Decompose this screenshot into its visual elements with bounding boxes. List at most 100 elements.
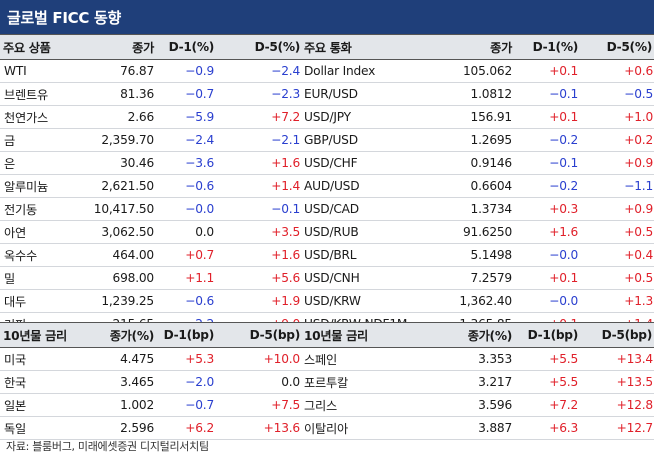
item-name-2: USD/KRW <box>300 289 424 313</box>
item-name-2: USD/CHF <box>300 151 424 175</box>
d5-change-2: +0.9 <box>578 151 654 175</box>
d5-change-2: +0.5 <box>578 220 654 244</box>
d1-change-2: +1.6 <box>512 220 578 244</box>
d5-change-2: +0.6 <box>578 59 654 83</box>
d1-change: −3.6 <box>154 151 214 175</box>
d5-change: +1.6 <box>214 243 300 267</box>
table-row: WTI 76.87 −0.9 −2.4 Dollar Index 105.062 +0.1 +… <box>0 59 654 83</box>
d5-change: +7.5 <box>214 393 300 417</box>
close-value: 76.87 <box>72 59 154 83</box>
d1-change: −0.0 <box>154 197 214 221</box>
page-title: 글로벌 FICC 동향 <box>7 9 121 27</box>
close-value: 1,239.25 <box>72 289 154 313</box>
d5-change-2: +12.7 <box>578 416 654 440</box>
source-note: 자료: 블룸버그, 미래에셋증권 디지털리서치팀 <box>6 440 209 453</box>
close-value-2: 3.217 <box>424 370 512 394</box>
close-value-2: 91.6250 <box>424 220 512 244</box>
d5-change-2: +13.4 <box>578 347 654 371</box>
item-name-2: USD/CAD <box>300 197 424 221</box>
d5-change: +13.6 <box>214 416 300 440</box>
d5-change-2: +0.9 <box>578 197 654 221</box>
d1-change-2: +5.5 <box>512 347 578 371</box>
table-row: 대두 1,239.25 −0.6 +1.9 USD/KRW 1,362.40 −0.0 +1.… <box>0 289 654 313</box>
close-value: 3,062.50 <box>72 220 154 244</box>
item-name: 전기동 <box>0 197 72 221</box>
item-name: 은 <box>0 151 72 175</box>
d5-change: −2.3 <box>214 82 300 106</box>
bond-yield-table: 10년물 금리 종가(%) D-1(bp) D-5(bp) 10년물 금리 종가(%) D-… <box>0 322 654 440</box>
title-bar: 글로벌 FICC 동향 <box>0 0 654 34</box>
table-row: 천연가스 2.66 −5.9 +7.2 USD/JPY 156.91 +0.1 +1.0 <box>0 105 654 129</box>
item-name: 밀 <box>0 266 72 290</box>
d5-change: −2.1 <box>214 128 300 152</box>
d1-change-2: −0.0 <box>512 289 578 313</box>
header-d1-2: D-1(bp) <box>512 322 578 348</box>
d1-change: +1.1 <box>154 266 214 290</box>
d1-change: −2.0 <box>154 370 214 394</box>
d5-change: +7.2 <box>214 105 300 129</box>
close-value-2: 0.6604 <box>424 174 512 198</box>
d5-change-2: +1.0 <box>578 105 654 129</box>
header-d1-2: D-1(%) <box>512 34 578 60</box>
item-name: WTI <box>0 59 72 83</box>
item-name-2: USD/BRL <box>300 243 424 267</box>
d5-change-2: +1.3 <box>578 289 654 313</box>
table-row: 아연 3,062.50 0.0 +3.5 USD/RUB 91.6250 +1.6 +0.5 <box>0 220 654 244</box>
d5-change: +1.4 <box>214 174 300 198</box>
header-d1: D-1(bp) <box>154 322 214 348</box>
item-name-2: USD/JPY <box>300 105 424 129</box>
close-value-2: 1.3734 <box>424 197 512 221</box>
close-value-2: 3.887 <box>424 416 512 440</box>
d5-change-2: −1.1 <box>578 174 654 198</box>
close-value-2: 1.2695 <box>424 128 512 152</box>
item-name: 옥수수 <box>0 243 72 267</box>
d5-change: +10.0 <box>214 347 300 371</box>
d1-change-2: +0.1 <box>512 59 578 83</box>
d1-change: +5.3 <box>154 347 214 371</box>
d5-change-2: +13.5 <box>578 370 654 394</box>
close-value: 4.475 <box>72 347 154 371</box>
item-name-2: 그리스 <box>300 393 424 417</box>
d1-change: −2.4 <box>154 128 214 152</box>
d5-change-2: +0.2 <box>578 128 654 152</box>
close-value-2: 0.9146 <box>424 151 512 175</box>
close-value: 698.00 <box>72 266 154 290</box>
table-row: 한국 3.465 −2.0 0.0 포르투칼 3.217 +5.5 +13.5 <box>0 370 654 394</box>
d1-change: +6.2 <box>154 416 214 440</box>
header-name: 주요 상품 <box>0 34 72 60</box>
header-close-2: 종가 <box>424 34 512 60</box>
d5-change: 0.0 <box>214 370 300 394</box>
header-d5-2: D-5(%) <box>578 34 654 60</box>
d1-change: −0.6 <box>154 174 214 198</box>
d1-change: −5.9 <box>154 105 214 129</box>
d1-change-2: +5.5 <box>512 370 578 394</box>
d1-change-2: −0.2 <box>512 174 578 198</box>
item-name-2: USD/CNH <box>300 266 424 290</box>
table-row: 알루미늄 2,621.50 −0.6 +1.4 AUD/USD 0.6604 −0.2 −1.… <box>0 174 654 198</box>
header-name-2: 주요 통화 <box>300 34 424 60</box>
d5-change: +1.6 <box>214 151 300 175</box>
header-close-2: 종가(%) <box>424 322 512 348</box>
table-row: 브렌트유 81.36 −0.7 −2.3 EUR/USD 1.0812 −0.1 −0.5 <box>0 82 654 106</box>
close-value: 2.66 <box>72 105 154 129</box>
item-name: 금 <box>0 128 72 152</box>
table-header-row: 주요 상품 종가 D-1(%) D-5(%) 주요 통화 종가 D-1(%) D-5(%) <box>0 34 654 60</box>
d1-change: 0.0 <box>154 220 214 244</box>
d1-change-2: +0.1 <box>512 266 578 290</box>
item-name: 대두 <box>0 289 72 313</box>
item-name: 미국 <box>0 347 72 371</box>
d5-change: −2.4 <box>214 59 300 83</box>
item-name: 천연가스 <box>0 105 72 129</box>
item-name: 알루미늄 <box>0 174 72 198</box>
close-value: 10,417.50 <box>72 197 154 221</box>
d1-change-2: +0.3 <box>512 197 578 221</box>
d5-change-2: +0.4 <box>578 243 654 267</box>
close-value: 2,359.70 <box>72 128 154 152</box>
d5-change-2: −0.5 <box>578 82 654 106</box>
item-name-2: 스페인 <box>300 347 424 371</box>
close-value-2: 105.062 <box>424 59 512 83</box>
item-name: 한국 <box>0 370 72 394</box>
d1-change-2: +6.3 <box>512 416 578 440</box>
item-name-2: GBP/USD <box>300 128 424 152</box>
d1-change-2: +7.2 <box>512 393 578 417</box>
